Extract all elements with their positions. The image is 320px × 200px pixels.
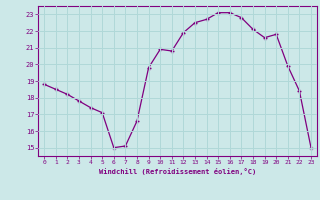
X-axis label: Windchill (Refroidissement éolien,°C): Windchill (Refroidissement éolien,°C) [99, 168, 256, 175]
